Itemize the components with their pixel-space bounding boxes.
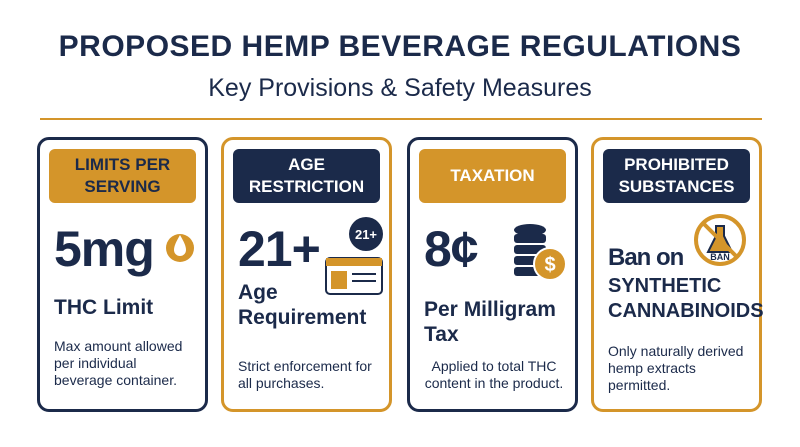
headline: 21+ bbox=[238, 221, 321, 277]
card: TAXATION 8¢ $ Per Milligram Tax Applied … bbox=[407, 137, 578, 412]
description: Applied to total THC content in the prod… bbox=[424, 358, 564, 391]
icon-text: BAN bbox=[710, 252, 730, 262]
card: PROHIBITED SUBSTANCES BAN Ban on SYNTHET… bbox=[591, 137, 764, 412]
card: LIMITS PER SERVING 5mg THC Limit Max amo… bbox=[37, 137, 208, 412]
description: Strict enforcement for all purchases. bbox=[238, 358, 372, 391]
headline: Ban on bbox=[608, 244, 684, 271]
card-label: TAXATION bbox=[419, 149, 566, 203]
subhead: SYNTHETIC CANNABINOIDS bbox=[608, 275, 764, 322]
id-icon: 21+ bbox=[325, 217, 383, 295]
headline: 5mg bbox=[54, 221, 155, 277]
card: AGE RESTRICTION 21+ 21+ Age Requirement … bbox=[221, 137, 392, 412]
subhead: Per Milligram Tax bbox=[424, 298, 556, 346]
headline: 8¢ bbox=[424, 221, 479, 277]
subtitle: Key Provisions & Safety Measures bbox=[208, 74, 592, 102]
description: Max amount allowed per individual bevera… bbox=[54, 338, 183, 388]
card-label: LIMITS PER SERVING bbox=[49, 149, 196, 203]
icon-text: 21+ bbox=[355, 227, 377, 242]
drop-icon bbox=[166, 234, 194, 262]
title: PROPOSED HEMP BEVERAGE REGULATIONS bbox=[58, 30, 742, 63]
card-label: PROHIBITED SUBSTANCES bbox=[603, 149, 750, 203]
ban-icon: BAN bbox=[694, 214, 746, 266]
card-label: AGE RESTRICTION bbox=[233, 149, 380, 203]
subhead: THC Limit bbox=[54, 296, 154, 319]
coin-icon: $ bbox=[514, 224, 567, 281]
description: Only naturally derived hemp extracts per… bbox=[608, 343, 744, 393]
icon-text: $ bbox=[544, 254, 555, 276]
divider bbox=[40, 118, 762, 120]
subhead: Age Requirement bbox=[238, 281, 367, 329]
